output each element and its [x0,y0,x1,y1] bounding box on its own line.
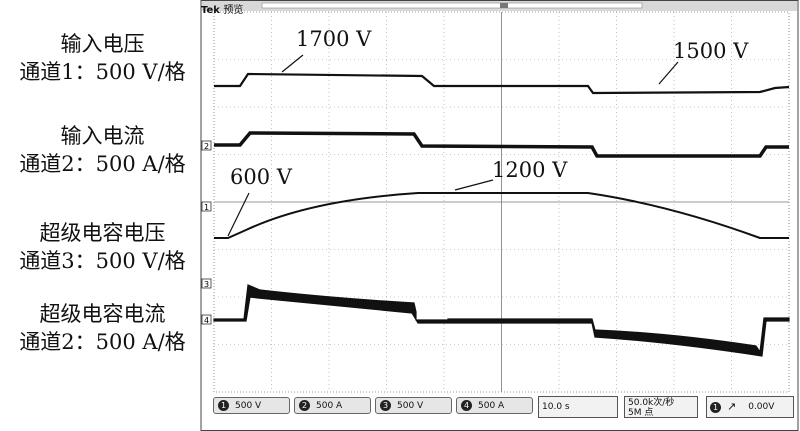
input-voltage-name: 输入电压 [60,32,145,56]
ch2-scale-readout[interactable]: 2 500 A [294,397,371,414]
timebase-readout[interactable]: 10.0 s [538,396,618,418]
svg-text:3: 3 [204,280,209,289]
ch1-number: 1 [218,400,229,411]
ch1-scale-readout[interactable]: 1 500 V [213,397,290,414]
trigger-readout[interactable]: 1 ↗ 0.00V [706,396,794,418]
annotation-1700v: 1700 V [296,27,372,51]
input-voltage-trace [214,72,790,95]
sample-rate: 50.0k次/秒 [628,398,675,408]
record-overview-bar [261,2,643,9]
sc-voltage-scale: 通道3：500 V/格 [19,249,186,273]
acquisition-mode: 预览 [223,5,244,16]
ch2-scale: 500 A [316,400,343,411]
ch4-marker: 4 [201,314,212,325]
record-view-marker [500,3,508,8]
sc-current-trace [213,284,790,357]
input-current-trace [214,131,789,158]
input-current-scale: 通道2：500 A/格 [19,152,186,176]
timebase-value: 10.0 s [542,402,570,412]
oscilloscope-screen: 1 2 3 4 [200,0,800,431]
trigger-channel: 1 [710,401,721,413]
acquisition-readout[interactable]: 50.0k次/秒 5M 点 [624,396,698,418]
brand-label: Tek [201,5,220,16]
ch4-scale-readout[interactable]: 4 500 A [456,397,533,414]
input-current-label: 输入电流 通道2：500 A/格 [0,122,205,178]
grid-lines [214,12,789,392]
ch2-number: 2 [299,400,310,411]
trigger-level: 0.00V [748,402,775,412]
ch1-marker: 1 [201,201,212,212]
sc-current-label: 超级电容电流 通道2：500 A/格 [0,300,205,356]
svg-text:1: 1 [204,203,209,212]
rising-edge-icon: ↗ [727,400,737,413]
input-voltage-scale: 通道1：500 V/格 [19,60,186,84]
annotation-600v: 600 V [230,165,292,189]
annotation-1500v: 1500 V [673,39,749,63]
scope-graticule: 1 2 3 4 [200,0,799,431]
annotation-leaders [227,54,679,237]
ch3-marker: 3 [201,278,212,289]
ch2-marker: 2 [201,140,212,151]
ch1-scale: 500 V [235,400,262,411]
sc-current-scale: 通道2：500 A/格 [19,330,186,354]
sc-current-name: 超级电容电流 [39,302,166,326]
svg-text:2: 2 [204,142,209,151]
ch3-scale: 500 V [397,400,424,411]
ch4-number: 4 [461,400,472,411]
sc-voltage-label: 超级电容电压 通道3：500 V/格 [0,219,205,275]
sc-voltage-trace [214,192,789,239]
svg-text:4: 4 [204,316,209,325]
grid-center-lines [214,12,789,392]
ch4-scale: 500 A [478,400,505,411]
annotation-1200v: 1200 V [492,158,568,182]
sc-voltage-name: 超级电容电压 [39,221,166,245]
ch3-scale-readout[interactable]: 3 500 V [375,397,452,414]
scope-brand: Tek 预览 [201,1,243,16]
ch3-number: 3 [380,400,391,411]
graticule-border [213,11,790,393]
input-current-name: 输入电流 [60,124,145,148]
input-voltage-label: 输入电压 通道1：500 V/格 [0,30,205,86]
record-length: 5M 点 [628,408,654,418]
channel-markers: 1 2 3 4 [201,140,212,325]
